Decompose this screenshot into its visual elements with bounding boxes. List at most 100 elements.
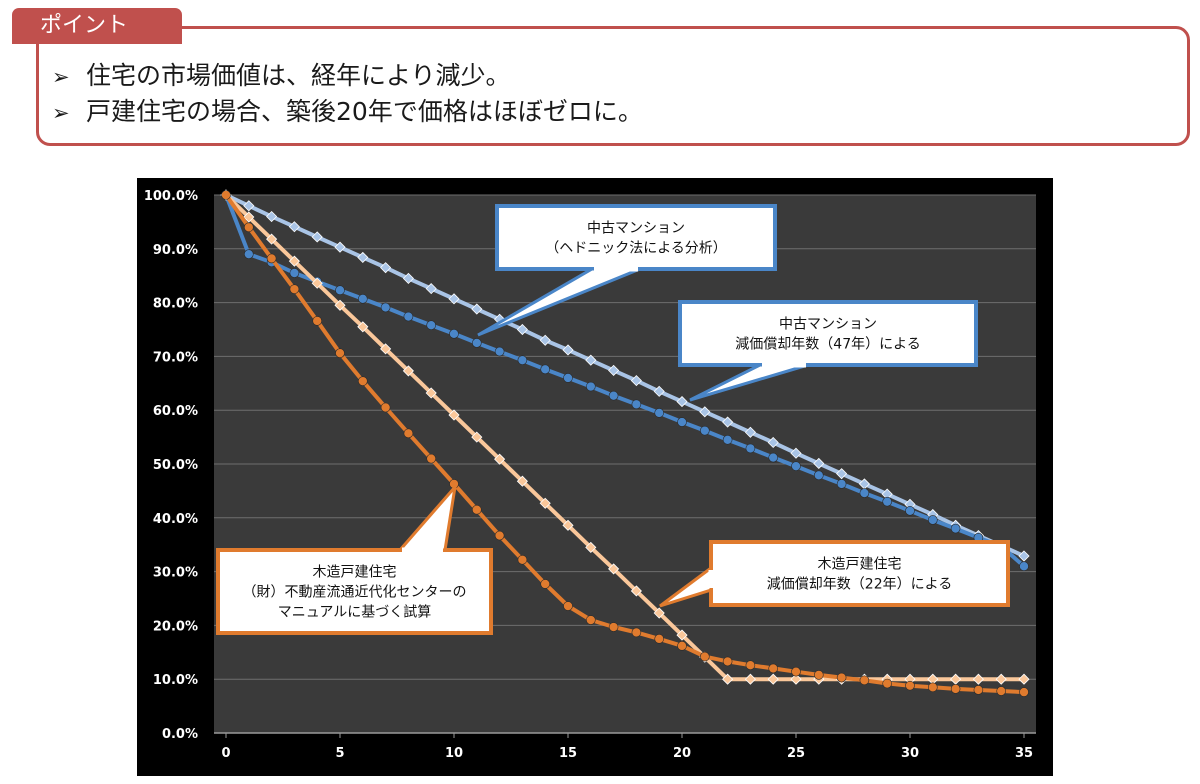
point-tab: ポイント	[12, 8, 182, 44]
series-1-point	[1019, 561, 1029, 572]
series-3-point	[357, 376, 368, 386]
series-2-point	[334, 299, 346, 311]
y-tick-label: 20.0%	[153, 619, 198, 634]
bullet-detached-house: ➢ 戸建住宅の場合、築後20年で価格はほぼゼロに。	[52, 92, 643, 128]
series-2-point	[402, 365, 414, 377]
series-0-point	[699, 406, 711, 418]
series-3-point	[745, 660, 756, 671]
x-tick-label: 15	[559, 746, 577, 761]
x-tick-label: 20	[673, 746, 691, 761]
series-2-point	[494, 453, 506, 465]
series-2-point	[380, 343, 392, 355]
series-2-point	[516, 475, 528, 487]
series-3-point	[768, 663, 779, 674]
series-1-point	[357, 294, 368, 304]
series-2-point	[585, 541, 597, 553]
series-0-point	[425, 283, 437, 295]
y-tick-label: 60.0%	[153, 404, 198, 419]
series-3-point	[608, 622, 619, 632]
series-1-point	[882, 496, 893, 507]
series-3-point	[654, 634, 665, 644]
series-2-point	[995, 673, 1007, 685]
series-3-point	[403, 428, 414, 439]
y-tick-label: 40.0%	[153, 512, 198, 527]
series-3-point	[1019, 687, 1029, 697]
x-tick-label: 5	[335, 746, 344, 761]
bullet-text: 戸建住宅の場合、築後20年で価格はほぼゼロに。	[86, 97, 643, 126]
bullet-market-value: ➢ 住宅の市場価値は、経年により減少。	[52, 56, 511, 92]
series-3-point	[631, 627, 642, 638]
bullet-arrow-icon: ➢	[52, 101, 70, 125]
series-1-point	[380, 302, 391, 313]
series-2-point	[972, 673, 984, 685]
series-2-point	[243, 211, 255, 223]
series-1-point	[540, 364, 551, 375]
series-3-point	[905, 680, 915, 691]
series-0-point	[744, 426, 756, 438]
series-2-point	[744, 673, 756, 685]
series-3-point	[540, 579, 551, 589]
series-0-point	[585, 354, 597, 366]
series-3-point	[563, 601, 573, 611]
series-3-point	[266, 253, 277, 264]
point-box	[36, 26, 1190, 146]
series-2-point	[630, 585, 642, 597]
series-0-point	[630, 375, 642, 387]
series-0-point	[402, 272, 414, 284]
series-0-point	[813, 457, 825, 470]
series-2-point	[562, 519, 574, 531]
x-tick-label: 0	[221, 746, 230, 761]
callout-text: 減価償却年数（22年）による	[767, 576, 952, 593]
callout-text: 木造戸建住宅	[313, 565, 397, 581]
series-1-point	[244, 249, 254, 259]
y-tick-label: 10.0%	[153, 673, 198, 688]
series-3-point	[244, 222, 254, 233]
series-2-point	[266, 233, 278, 245]
callout-text: マニュアルに基づく試算	[278, 604, 432, 621]
series-0-point	[516, 323, 528, 336]
series-2-point	[425, 387, 437, 399]
series-1-point	[585, 381, 596, 392]
series-2-point	[676, 629, 688, 641]
series-1-point	[494, 346, 505, 357]
series-1-point	[722, 434, 733, 445]
series-0-point	[471, 303, 483, 315]
callout-box-3	[709, 540, 1010, 607]
y-tick-label: 50.0%	[153, 458, 198, 473]
series-1-point	[905, 506, 915, 516]
series-3-point	[335, 348, 345, 358]
series-1-point	[449, 329, 459, 339]
series-1-point	[471, 338, 482, 348]
series-0-point	[311, 231, 323, 243]
callout-box-0	[495, 204, 777, 271]
series-3-point	[927, 682, 938, 693]
series-1-point	[517, 355, 528, 365]
series-3-point	[722, 656, 733, 667]
series-3-point	[471, 504, 482, 515]
series-3-point	[380, 402, 391, 413]
x-tick-label: 25	[787, 746, 805, 761]
y-tick-label: 80.0%	[153, 297, 198, 312]
callout-text: 減価償却年数（47年）による	[735, 336, 920, 353]
series-0-point	[836, 468, 848, 480]
series-2-point	[608, 563, 620, 575]
series-1-point	[813, 470, 824, 481]
series-0-point	[334, 241, 346, 253]
series-2-point	[357, 321, 369, 333]
series-2-point	[722, 673, 734, 685]
series-1-point	[768, 452, 779, 463]
series-2-point	[448, 409, 460, 421]
series-3-point	[312, 316, 323, 326]
series-3-point	[973, 685, 984, 695]
series-0-point	[380, 262, 392, 274]
series-2-point	[288, 255, 300, 267]
series-0-point	[722, 416, 734, 428]
series-0-point	[266, 210, 278, 223]
series-3-point	[426, 453, 437, 464]
series-0-point	[676, 396, 688, 408]
callout-text: 木造戸建住宅	[818, 557, 902, 573]
series-3-point	[221, 190, 231, 200]
series-2-point	[1018, 673, 1030, 685]
callout-text: （財）不動産流通近代化センターの	[243, 585, 467, 601]
series-1-point	[859, 488, 870, 498]
